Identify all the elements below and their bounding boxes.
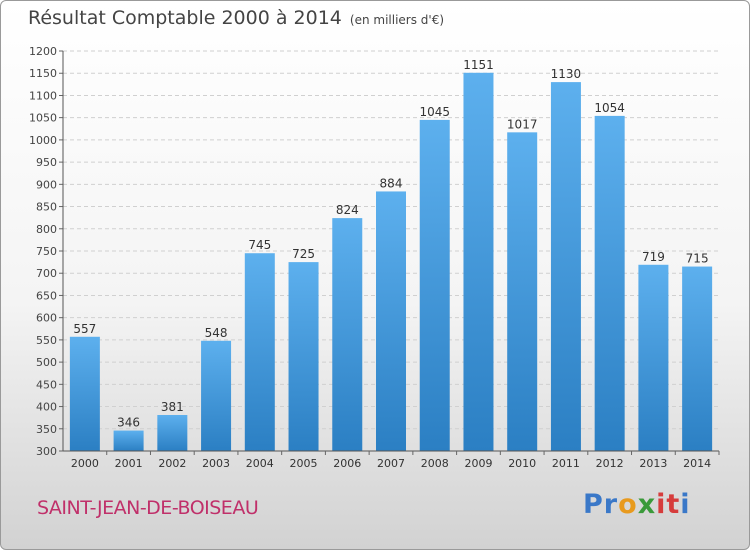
chart-title: Résultat Comptable 2000 à 2014 (en millie…	[28, 7, 444, 29]
x-tick-label-2008: 2008	[421, 457, 449, 470]
bar-2001	[113, 430, 144, 451]
x-tick-label-2014: 2014	[683, 457, 711, 470]
logo-letter: r	[603, 489, 619, 520]
x-tick-label-2004: 2004	[246, 457, 274, 470]
y-tick-label: 650	[36, 289, 57, 302]
x-tick-label-2005: 2005	[290, 457, 318, 470]
data-label-2009: 1151	[463, 58, 494, 72]
y-tick-label: 500	[36, 356, 57, 369]
x-tick-label-2013: 2013	[639, 457, 667, 470]
logo-letter: i	[656, 489, 667, 520]
logo-letter: t	[666, 489, 681, 520]
data-label-2007: 884	[380, 176, 403, 190]
bar-2006	[332, 218, 363, 451]
x-tick-label-2001: 2001	[115, 457, 143, 470]
bar-2010	[507, 132, 538, 452]
data-label-2012: 1054	[594, 101, 625, 115]
data-label-2014: 715	[686, 252, 709, 266]
data-label-2013: 719	[642, 250, 665, 264]
data-label-2004: 745	[248, 238, 271, 252]
data-label-2008: 1045	[419, 105, 450, 119]
proxiti-logo: Proxiti	[583, 489, 691, 520]
data-label-2005: 725	[292, 247, 315, 261]
data-label-2006: 824	[336, 203, 359, 217]
bar-2008	[419, 119, 450, 451]
x-tick-label-2000: 2000	[71, 457, 99, 470]
x-tick-label-2011: 2011	[552, 457, 580, 470]
bar-2002	[157, 415, 188, 451]
y-tick-label: 350	[36, 423, 57, 436]
logo-letter: i	[680, 489, 691, 520]
bar-2013	[638, 264, 669, 451]
data-label-2001: 346	[117, 416, 140, 430]
y-tick-label: 1000	[29, 134, 57, 147]
logo-letter: x	[637, 489, 657, 520]
bar-2009	[463, 72, 494, 452]
y-tick-label: 900	[36, 178, 57, 191]
logo-letter: o	[618, 489, 638, 520]
bars: 557 346 381 548 745 725 824 884 1045 1151 1017 1130…	[69, 58, 713, 452]
x-tick-label-2006: 2006	[333, 457, 361, 470]
x-tick-label-2010: 2010	[508, 457, 536, 470]
y-tick-label: 750	[36, 245, 57, 258]
bar-2000	[69, 336, 100, 451]
y-tick-label: 600	[36, 312, 57, 325]
chart-unit: (en milliers d'€)	[349, 13, 445, 27]
y-tick-label: 400	[36, 401, 57, 414]
y-tick-label: 1150	[29, 67, 57, 80]
y-tick-label: 1200	[29, 45, 57, 58]
x-tick-label-2002: 2002	[158, 457, 186, 470]
logo-letter: P	[583, 489, 604, 520]
y-tick-label: 850	[36, 201, 57, 214]
x-tick-label-2009: 2009	[464, 457, 492, 470]
data-label-2010: 1017	[507, 117, 538, 131]
y-tick-label: 700	[36, 267, 57, 280]
x-tick-label-2007: 2007	[377, 457, 405, 470]
y-tick-label: 1100	[29, 89, 57, 102]
commune-name: SAINT-JEAN-DE-BOISEAU	[37, 497, 259, 519]
bar-2003	[201, 340, 232, 451]
bar-2007	[376, 191, 406, 451]
y-tick-label: 800	[36, 223, 57, 236]
x-tick-label-2003: 2003	[202, 457, 230, 470]
y-tick-label: 1050	[29, 112, 57, 125]
y-tick-label: 550	[36, 334, 57, 347]
axes: 300 350 400 450 500 550 600 650 700 750 800 850 900 9…	[29, 45, 720, 470]
bar-2012	[594, 115, 625, 451]
bar-2005	[288, 262, 319, 451]
y-tick-label: 950	[36, 156, 57, 169]
chart-title-text: Résultat Comptable 2000 à 2014	[28, 7, 342, 29]
data-label-2002: 381	[161, 400, 184, 414]
data-label-2003: 548	[205, 326, 228, 340]
data-label-2000: 557	[73, 322, 96, 336]
bar-2014	[682, 266, 713, 451]
bar-2011	[550, 82, 581, 451]
y-tick-label: 450	[36, 378, 57, 391]
data-label-2011: 1130	[551, 67, 582, 81]
x-tick-label-2012: 2012	[596, 457, 624, 470]
y-tick-label: 300	[36, 445, 57, 458]
bar-2004	[244, 253, 275, 451]
